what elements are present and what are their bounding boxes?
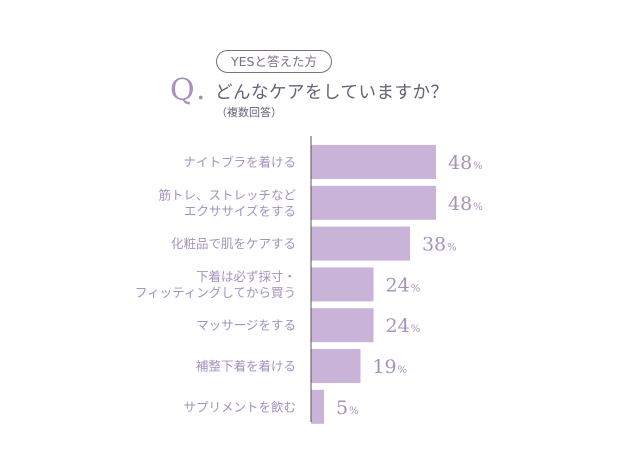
question-letter-dot: . (196, 72, 206, 107)
value-label-2: 38% (422, 234, 457, 256)
bar-6 (311, 389, 325, 424)
category-label-4: マッサージをする (196, 318, 296, 333)
value-label-6: 5% (336, 397, 359, 419)
value-label-4: 24% (386, 315, 421, 337)
category-label-1: 筋トレ、ストレッチなどエクササイズをする (158, 187, 296, 218)
question-letter: Q (170, 73, 195, 108)
bar-4 (311, 308, 374, 343)
category-label-2: 化粧品で肌をケアする (171, 236, 296, 251)
audience-tag: YESと答えた方 (216, 50, 332, 73)
value-label-0: 48% (448, 152, 483, 174)
category-label-5: 補整下着を着ける (196, 359, 296, 374)
category-label-3: 下着は必ず採寸・フィッティングしてから買う (135, 269, 296, 300)
bar-1 (311, 185, 436, 220)
category-label-6: サプリメントを飲む (183, 399, 296, 414)
bar-5 (311, 349, 361, 383)
value-label-3: 24% (386, 274, 421, 296)
question-text: どんなケアをしていますか？ (215, 83, 449, 103)
bar-0 (311, 145, 436, 179)
bar-3 (311, 267, 374, 302)
value-label-1: 48% (448, 193, 483, 215)
bar-2 (311, 226, 410, 261)
value-label-5: 19% (372, 356, 407, 378)
category-label-0: ナイトブラを着ける (183, 155, 296, 170)
question-header: YESと答えた方 Q . どんなケアをしていますか？ （複数回答） (0, 0, 621, 130)
multiple-answer-note: （複数回答） (216, 106, 282, 119)
